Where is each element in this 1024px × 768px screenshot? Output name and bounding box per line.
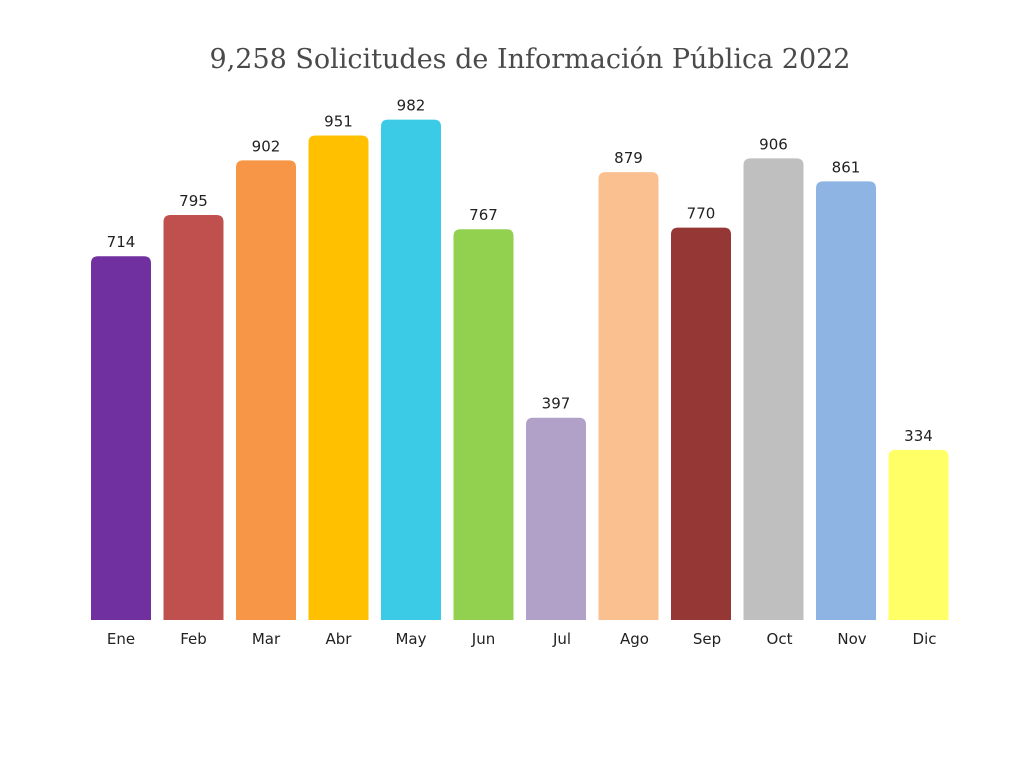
bar-nov [816, 181, 876, 620]
bar-ene [91, 256, 151, 620]
bar-dic [888, 449, 949, 620]
data-label-abr: 951 [324, 112, 353, 130]
bar-sep [671, 227, 731, 620]
data-label-jun: 767 [469, 206, 498, 224]
data-label-feb: 795 [179, 192, 208, 210]
x-tick-label-jun: Jun [471, 630, 495, 648]
x-tick-label-may: May [395, 630, 426, 648]
data-label-ago: 879 [614, 149, 643, 167]
data-label-mar: 902 [252, 137, 281, 155]
x-tick-label-nov: Nov [837, 630, 866, 648]
x-tick-label-oct: Oct [767, 630, 793, 648]
data-label-nov: 861 [832, 158, 861, 176]
bar-jun [453, 229, 514, 620]
x-tick-label-mar: Mar [252, 630, 281, 648]
x-tick-label-feb: Feb [180, 630, 207, 648]
data-label-oct: 906 [759, 135, 788, 153]
bar-oct [743, 158, 804, 620]
chart-title: 9,258 Solicitudes de Información Pública… [209, 44, 851, 75]
x-tick-label-sep: Sep [693, 630, 721, 648]
bar-may [381, 119, 441, 621]
bar-feb [163, 214, 224, 620]
x-tick-label-ago: Ago [620, 630, 649, 648]
x-tick-label-abr: Abr [326, 630, 353, 648]
bar-mar [236, 160, 296, 620]
data-label-jul: 397 [542, 395, 571, 413]
data-label-ene: 714 [107, 233, 136, 251]
bar-ago [598, 172, 659, 620]
bar-jul [526, 417, 586, 620]
x-tick-label-ene: Ene [107, 630, 135, 648]
bar-abr [308, 135, 369, 620]
x-tick-label-dic: Dic [913, 630, 937, 648]
data-label-dic: 334 [904, 427, 933, 445]
data-label-may: 982 [397, 97, 426, 115]
x-tick-label-jul: Jul [552, 630, 571, 648]
data-label-sep: 770 [687, 205, 716, 223]
